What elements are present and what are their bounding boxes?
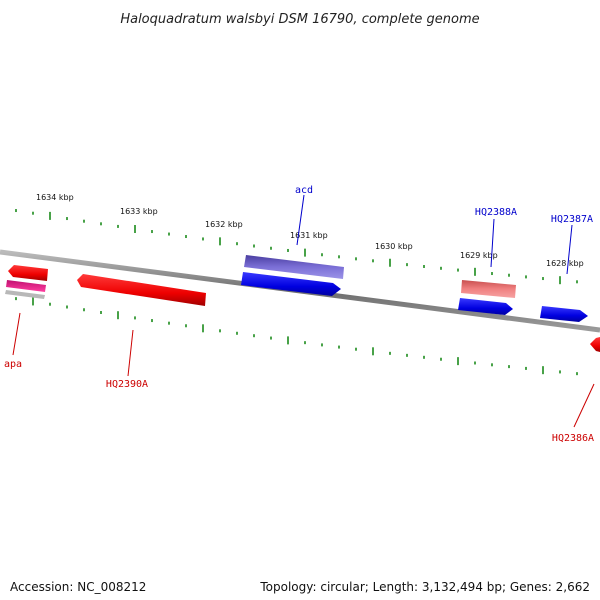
gene-apa-band[interactable] xyxy=(6,280,46,292)
leader-hq2387a xyxy=(566,224,573,275)
forward-features xyxy=(244,255,516,298)
gene-hq2388a-arrow[interactable] xyxy=(458,298,513,315)
leader-hq2386a xyxy=(573,383,595,428)
outer-tick-row xyxy=(15,209,578,285)
map-title: Haloquadratum walsbyi DSM 16790, complet… xyxy=(120,12,479,27)
gene-apa-band-grey xyxy=(5,290,45,299)
reverse-genes xyxy=(5,265,600,352)
tick-label-1633: 1633 kbp xyxy=(120,207,158,216)
feature-acd-band[interactable] xyxy=(244,255,344,279)
tick-label-1631: 1631 kbp xyxy=(290,231,328,240)
gene-hq2390a-arrow[interactable] xyxy=(77,274,206,306)
label-leaders xyxy=(12,194,595,428)
gene-label-hq2390a[interactable]: HQ2390A xyxy=(106,379,148,390)
gene-hq2386a-arrow[interactable] xyxy=(590,337,600,352)
inner-tick-row xyxy=(15,297,578,376)
gene-acd-arrow[interactable] xyxy=(241,272,341,296)
gene-label-hq2386a[interactable]: HQ2386A xyxy=(552,433,594,444)
feature-hq2388a-band[interactable] xyxy=(461,280,516,298)
leader-acd xyxy=(296,194,305,246)
tick-label-1632: 1632 kbp xyxy=(205,220,243,229)
leader-apa xyxy=(12,312,21,356)
tick-label-1634: 1634 kbp xyxy=(36,193,74,202)
tick-label-1628: 1628 kbp xyxy=(546,259,584,268)
leader-hq2390a xyxy=(127,329,134,377)
gene-apa-arrow[interactable] xyxy=(8,265,48,281)
gene-label-apa[interactable]: apa xyxy=(4,359,22,370)
forward-genes xyxy=(241,272,588,322)
genome-summary: Topology: circular; Length: 3,132,494 bp… xyxy=(260,580,590,594)
tick-labels: 1634 kbp 1633 kbp 1632 kbp 1631 kbp 1630… xyxy=(36,193,584,268)
gene-labels: acd HQ2388A HQ2387A apa HQ2390A HQ2386A xyxy=(4,185,594,444)
gene-label-hq2388a[interactable]: HQ2388A xyxy=(475,207,517,218)
gene-label-acd[interactable]: acd xyxy=(295,185,313,196)
gene-hq2387a-arrow[interactable] xyxy=(540,306,588,322)
leader-hq2388a xyxy=(490,218,495,268)
accession-label: Accession: NC_008212 xyxy=(10,580,147,594)
tick-label-1630: 1630 kbp xyxy=(375,242,413,251)
gene-label-hq2387a[interactable]: HQ2387A xyxy=(551,214,593,225)
tick-label-1629: 1629 kbp xyxy=(460,251,498,260)
